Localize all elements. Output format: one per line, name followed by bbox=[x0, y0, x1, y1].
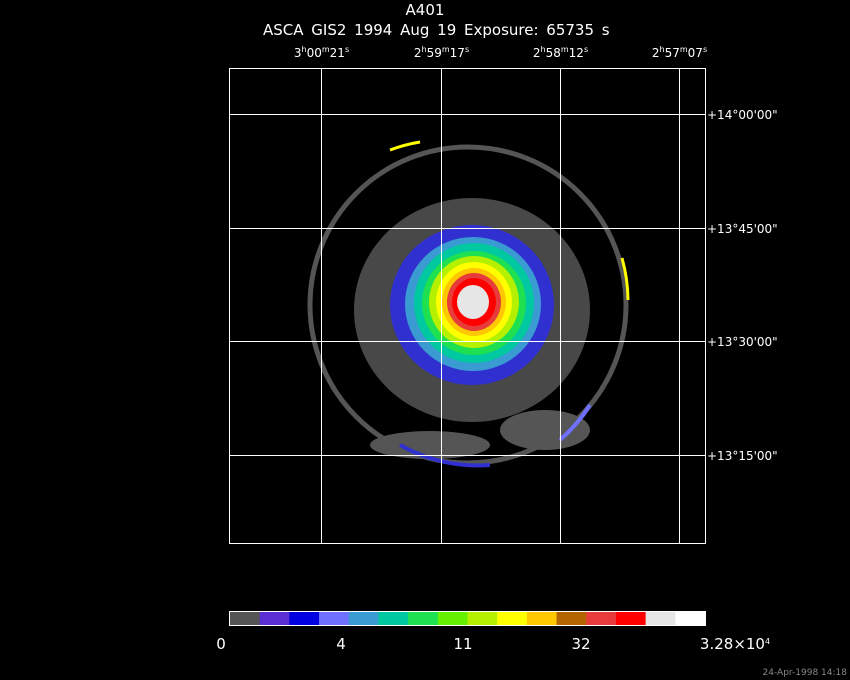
colorbar-swatch bbox=[645, 612, 676, 625]
colorbar-label-1: 4 bbox=[336, 635, 346, 653]
colorbar-swatch bbox=[526, 612, 558, 625]
colorbar-swatch bbox=[378, 612, 409, 625]
image-frame bbox=[229, 68, 706, 544]
colorbar-swatch bbox=[437, 612, 468, 625]
rim-highlight-lower bbox=[558, 403, 592, 442]
rim-highlight-top bbox=[389, 140, 421, 152]
timestamp: 24-Apr-1998 14:18 bbox=[762, 668, 847, 678]
colorbar-label-0: 0 bbox=[216, 635, 226, 653]
rim-highlight-bottom bbox=[399, 443, 491, 468]
colorbar-swatch bbox=[348, 612, 379, 625]
diffuse-emission-lower bbox=[500, 410, 590, 450]
colorbar-swatch bbox=[556, 612, 587, 625]
ra-label-0: 3h00m21s bbox=[293, 45, 350, 61]
rim-highlight-right bbox=[620, 257, 630, 301]
coordinate-grid bbox=[230, 69, 705, 543]
colorbar-swatch bbox=[497, 612, 528, 625]
colorbar-frame bbox=[229, 611, 706, 626]
colorbar-swatch bbox=[259, 612, 290, 625]
plot-title: A401 bbox=[405, 1, 445, 19]
colorbar-swatch bbox=[467, 612, 498, 625]
ra-label-2: 2h58m12s bbox=[532, 45, 589, 61]
dec-label-0: +14°00'00" bbox=[707, 107, 778, 122]
colorbar-swatch bbox=[289, 612, 320, 625]
dec-label-3: +13°15'00" bbox=[707, 448, 778, 463]
colorbar-label-3: 32 bbox=[571, 635, 591, 653]
colorbar bbox=[230, 612, 706, 625]
diffuse-emission-bottom bbox=[370, 431, 490, 459]
ra-label-1: 2h59m17s bbox=[413, 45, 470, 61]
colorbar-swatch bbox=[675, 612, 706, 625]
ra-label-3: 2h57m07s bbox=[651, 45, 708, 61]
dec-label-2: +13°30'00" bbox=[707, 334, 778, 349]
colorbar-swatch bbox=[319, 612, 350, 625]
colorbar-swatch bbox=[230, 612, 261, 625]
plot-subtitle: ASCA GIS2 1994 Aug 19 Exposure: 65735 s bbox=[263, 21, 610, 39]
colorbar-label-2: 11 bbox=[453, 635, 473, 653]
contour-core bbox=[457, 285, 489, 319]
dec-label-1: +13°45'00" bbox=[707, 221, 778, 236]
detector-ring bbox=[307, 144, 629, 466]
colorbar-swatch bbox=[615, 612, 647, 625]
colorbar-swatch bbox=[586, 612, 617, 625]
xray-image bbox=[307, 140, 630, 468]
colorbar-swatch bbox=[408, 612, 439, 625]
colorbar-label-4: 3.28×104 bbox=[699, 635, 771, 653]
